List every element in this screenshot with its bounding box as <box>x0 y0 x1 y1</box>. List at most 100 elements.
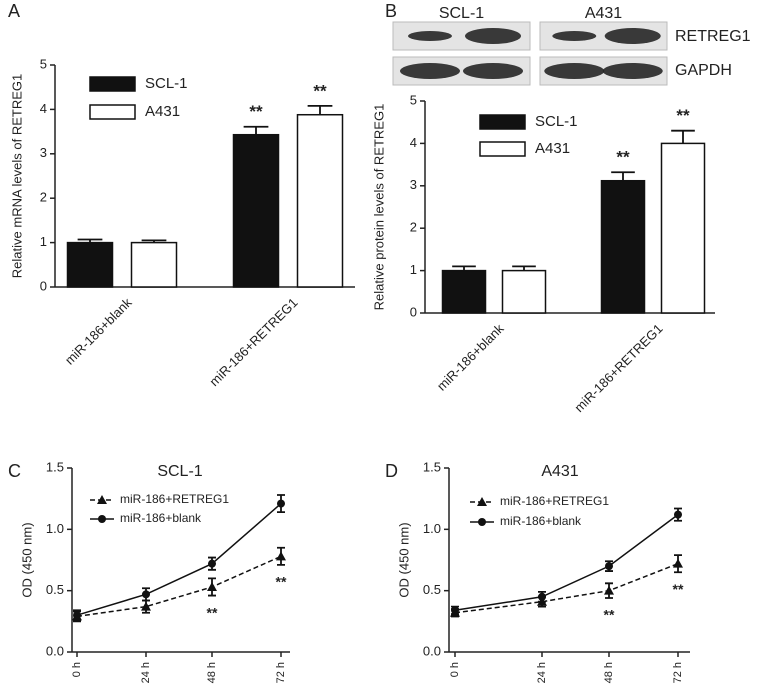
panel-label: D <box>385 461 398 481</box>
blot-band <box>407 31 452 41</box>
point <box>276 551 286 561</box>
y-tick-label: 2 <box>40 190 47 205</box>
annotation: ** <box>604 607 615 623</box>
bar <box>600 179 646 314</box>
blot-band <box>465 28 522 44</box>
bar <box>501 269 547 314</box>
blot-band <box>399 63 460 79</box>
legend-label: SCL-1 <box>145 75 188 92</box>
x-tick-label: 48 h <box>206 662 218 683</box>
blot-band-label: RETREG1 <box>675 28 751 45</box>
annotation: ** <box>673 581 684 597</box>
y-axis-label: Relative mRNA levels of RETREG1 <box>9 74 24 278</box>
point <box>451 606 459 615</box>
x-tick-label: 0 h <box>449 662 461 677</box>
point <box>208 559 216 568</box>
point <box>141 601 151 611</box>
legend-marker <box>477 497 487 506</box>
legend-label: miR-186+RETREG1 <box>120 492 229 506</box>
point <box>605 562 613 571</box>
y-axis-label: Relative protein levels of RETREG1 <box>371 104 386 311</box>
legend-label: miR-186+blank <box>500 514 582 528</box>
bar <box>66 241 114 288</box>
legend-marker <box>98 515 106 523</box>
blot-band <box>602 63 663 79</box>
x-tick-label: 48 h <box>603 662 615 683</box>
x-tick-label: miR-186+blank <box>434 321 507 394</box>
series-line <box>76 503 282 616</box>
point <box>604 585 614 595</box>
blot-band <box>463 63 524 79</box>
y-tick-label: 0.0 <box>423 643 441 658</box>
error-bar <box>611 171 635 181</box>
panel-label: C <box>8 461 21 481</box>
blot-group-label: A431 <box>585 5 622 22</box>
legend-label: A431 <box>145 103 180 120</box>
y-tick-label: 5 <box>40 56 47 71</box>
legend-swatch <box>89 76 136 92</box>
y-tick-label: 1 <box>40 234 47 249</box>
legend-marker <box>478 518 486 526</box>
point <box>277 499 285 508</box>
annotation: ** <box>249 102 263 121</box>
panel-label: B <box>385 1 397 21</box>
y-tick-label: 1.0 <box>46 521 64 536</box>
y-tick-label: 2 <box>410 220 417 235</box>
y-tick-label: 0 <box>40 278 47 293</box>
y-tick-label: 4 <box>40 101 47 116</box>
blot-band-label: GAPDH <box>675 62 732 79</box>
annotation: ** <box>207 604 218 620</box>
y-tick-label: 1.0 <box>423 521 441 536</box>
bar <box>130 241 178 288</box>
y-tick-label: 0.5 <box>46 582 64 597</box>
legend-label: A431 <box>535 140 570 157</box>
bar <box>441 269 487 314</box>
legend-label: miR-186+RETREG1 <box>500 494 609 508</box>
series-line <box>454 514 679 612</box>
blot-band <box>552 31 597 41</box>
point <box>142 590 150 599</box>
y-tick-label: 4 <box>410 135 417 150</box>
annotation: ** <box>276 574 287 590</box>
x-tick-label: miR-186+RETREG1 <box>206 295 300 389</box>
chart-title: A431 <box>541 463 578 480</box>
y-tick-label: 0 <box>410 304 417 319</box>
x-tick-label: 72 h <box>672 662 684 683</box>
y-tick-label: 1 <box>410 262 417 277</box>
x-tick-label: miR-186+blank <box>62 295 135 368</box>
panel-label: A <box>8 1 20 21</box>
y-tick-label: 0.5 <box>423 582 441 597</box>
y-axis-label: OD (450 nm) <box>396 522 411 597</box>
bar <box>232 133 280 288</box>
y-tick-label: 3 <box>410 177 417 192</box>
series-line <box>454 562 679 614</box>
y-tick-label: 1.5 <box>46 459 64 474</box>
y-tick-label: 0.0 <box>46 643 64 658</box>
annotation: ** <box>676 106 690 125</box>
legend-label: SCL-1 <box>535 113 578 130</box>
error-bar <box>243 125 269 135</box>
bar <box>296 113 344 288</box>
y-tick-label: 3 <box>40 145 47 160</box>
legend-label: miR-186+blank <box>120 511 202 525</box>
x-tick-label: 0 h <box>71 662 83 677</box>
x-tick-label: miR-186+RETREG1 <box>571 321 665 415</box>
y-axis-label: OD (450 nm) <box>19 522 34 597</box>
y-tick-label: 5 <box>410 92 417 107</box>
y-tick-label: 1.5 <box>423 459 441 474</box>
x-tick-label: 24 h <box>140 662 152 683</box>
error-bar <box>307 104 333 115</box>
legend-marker <box>97 495 107 504</box>
point <box>207 581 217 591</box>
annotation: ** <box>313 81 327 100</box>
point <box>73 611 81 620</box>
x-tick-label: 72 h <box>275 662 287 683</box>
point <box>673 558 683 568</box>
point <box>538 592 546 601</box>
annotation: ** <box>616 148 630 167</box>
point <box>674 510 682 519</box>
legend-swatch <box>479 114 526 130</box>
error-bar <box>671 129 695 144</box>
legend-swatch <box>89 104 136 120</box>
